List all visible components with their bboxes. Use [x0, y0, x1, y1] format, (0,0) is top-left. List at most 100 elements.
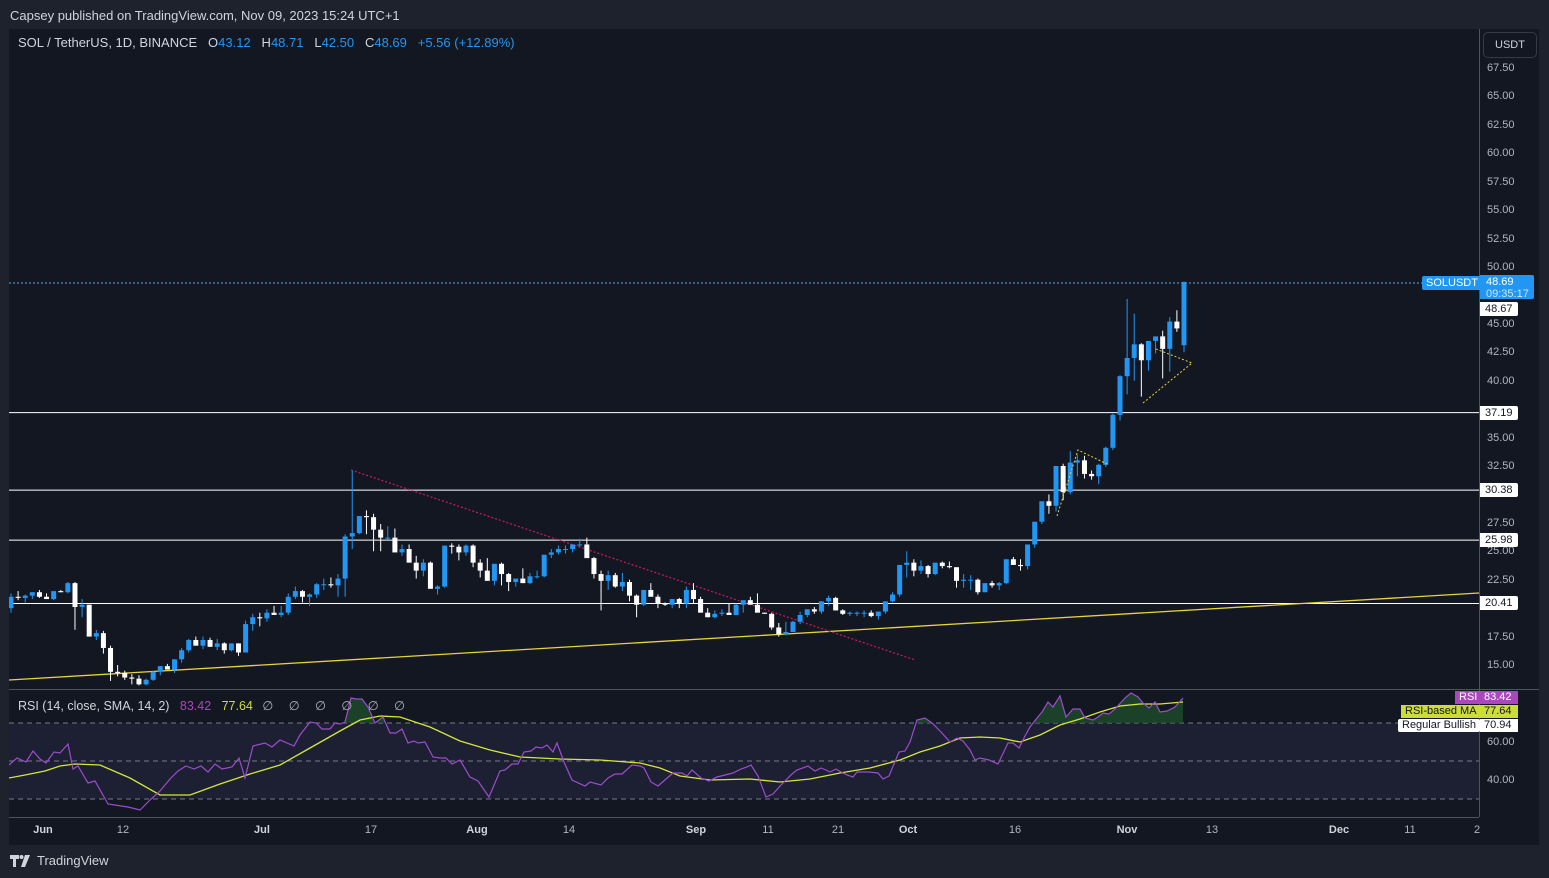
candle-body: [698, 599, 704, 613]
candle-body: [79, 604, 85, 608]
candle-body: [93, 633, 99, 637]
candle-body: [982, 583, 988, 593]
pane-separator[interactable]: [9, 689, 1539, 690]
low-value: 42.50: [321, 35, 355, 50]
candle-body: [1032, 521, 1038, 545]
time-label: Jun: [33, 824, 53, 836]
candle-body: [904, 562, 910, 565]
price-tick: 57.50: [1487, 175, 1515, 188]
candle-body: [363, 516, 369, 518]
rsi-tag-label: RSI: [1455, 691, 1482, 704]
symbol-price-tag: SOLUSDT: [1422, 276, 1482, 290]
symbol-name[interactable]: SOL / TetherUS, 1D, BINANCE: [18, 35, 198, 50]
candle-body: [264, 612, 270, 619]
candle-body: [22, 595, 28, 598]
candle-body: [541, 554, 547, 577]
candle-body: [328, 584, 334, 586]
candle-body: [1053, 466, 1059, 506]
price-tick: 40.00: [1487, 374, 1515, 387]
candle-body: [1174, 321, 1180, 329]
candle-body: [733, 604, 739, 615]
candle-body: [591, 558, 597, 575]
candle-body: [1167, 321, 1173, 349]
divergence-tag-label: Regular Bullish: [1398, 719, 1480, 732]
tradingview-brand[interactable]: TradingView: [10, 853, 109, 868]
candle-body: [641, 589, 647, 605]
candle-body: [406, 549, 412, 563]
candle-body: [356, 516, 362, 534]
time-label: 21: [831, 824, 845, 836]
candle-body: [1010, 559, 1016, 565]
candle-body: [534, 576, 540, 578]
high-marker-label: 48.67: [1480, 302, 1518, 316]
close-label: C: [364, 35, 375, 50]
candle-body: [186, 639, 192, 651]
candle-body: [911, 562, 917, 571]
price-tick: 22.50: [1487, 573, 1515, 586]
candle-body: [961, 579, 967, 581]
candle-body: [740, 600, 746, 605]
time-axis[interactable]: [9, 817, 1479, 846]
candle-body: [314, 584, 320, 595]
candle-body: [86, 604, 92, 637]
candle-body: [214, 643, 220, 647]
time-label: Oct: [898, 824, 918, 836]
open-label: O: [208, 35, 219, 50]
currency-button[interactable]: USDT: [1483, 32, 1537, 58]
candle-body: [9, 596, 14, 609]
time-label: Nov: [1116, 824, 1138, 836]
candle-body: [513, 578, 519, 582]
time-label: Jul: [254, 824, 270, 836]
candle-body: [754, 604, 760, 613]
close-value: 48.69: [374, 35, 407, 50]
last-price-tag: 48.69 09:35:17: [1480, 275, 1534, 300]
rsi-tick: 60.00: [1487, 736, 1515, 748]
candle-body: [115, 671, 121, 673]
rsi-line: [9, 692, 1184, 811]
candle-body: [1096, 464, 1102, 477]
symbol-legend: SOL / TetherUS, 1D, BINANCE O43.12 H48.7…: [18, 35, 515, 50]
candle-body: [392, 537, 398, 553]
candle-body: [811, 609, 817, 612]
candle-body: [655, 596, 661, 604]
level-label: 20.41: [1480, 596, 1518, 610]
level-label: 25.98: [1480, 533, 1518, 547]
candle-body: [605, 575, 611, 581]
candle-body: [1039, 501, 1045, 522]
candle-body: [164, 666, 170, 670]
candle-body: [257, 617, 263, 619]
candle-body: [769, 613, 775, 628]
candle-body: [477, 562, 483, 571]
time-label: 12: [116, 824, 130, 836]
candle-body: [847, 612, 853, 614]
candle-body: [634, 595, 640, 605]
candle-body: [705, 612, 711, 618]
candle-body: [1124, 357, 1130, 377]
open-value: 43.12: [218, 35, 251, 50]
candle-body: [150, 671, 156, 680]
rsi-title[interactable]: RSI (14, close, SMA, 14, 2): [18, 699, 170, 713]
candle-body: [235, 643, 241, 653]
tradingview-logo-icon: [10, 854, 30, 867]
candle-body: [946, 566, 952, 568]
candle-body: [776, 627, 782, 635]
candle-body: [499, 563, 505, 575]
price-tick: 15.00: [1487, 659, 1515, 671]
candle-body: [1160, 336, 1166, 349]
candle-body: [342, 536, 348, 579]
candle-body: [747, 600, 753, 605]
candle-body: [577, 544, 583, 546]
candle-body: [51, 591, 57, 600]
candle-body: [129, 677, 135, 679]
price-tick: 17.50: [1487, 630, 1515, 643]
candle-body: [1017, 564, 1023, 567]
triangle-pattern: [1142, 348, 1193, 404]
candle-body: [790, 621, 796, 633]
time-label: Dec: [1328, 824, 1350, 836]
candle-body: [335, 578, 341, 586]
candle-body: [1046, 501, 1052, 506]
chart-frame[interactable]: [9, 29, 1539, 845]
rsi-ma-tag-value: 77.64: [1480, 705, 1518, 718]
price-axis[interactable]: [1479, 29, 1540, 817]
